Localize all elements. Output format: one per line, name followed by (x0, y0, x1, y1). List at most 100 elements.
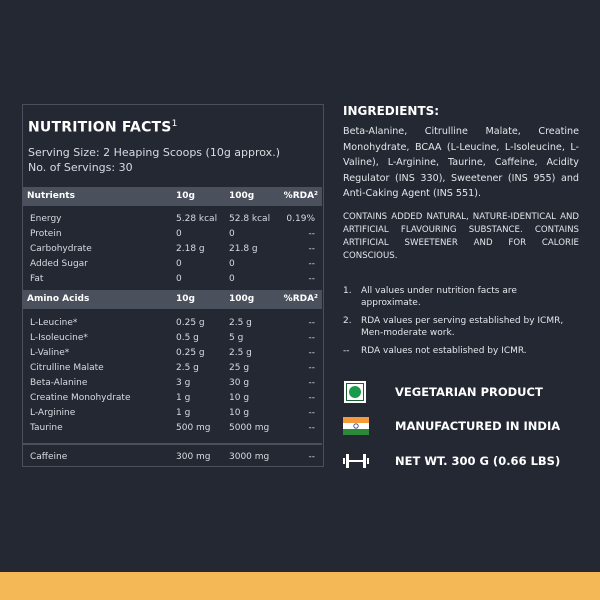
cell: 0.25 g (176, 318, 205, 328)
amino-header: Amino Acids 10g 100g %RDA² (23, 290, 322, 309)
cell: Carbohydrate (30, 244, 92, 254)
table-row: Creatine Monohydrate 1 g 10 g -- (26, 390, 319, 405)
cell: 10g (176, 294, 195, 304)
cell: -- (308, 318, 316, 328)
cell: 300 mg (176, 452, 211, 462)
cell: 0.25 g (176, 348, 205, 358)
cell: 10g (176, 191, 195, 201)
cell: 0 (229, 229, 235, 239)
cell: 3 g (176, 378, 191, 388)
cell: 5 g (229, 333, 244, 343)
cell: 10 g (229, 393, 250, 403)
feature-vegetarian: VEGETARIAN PRODUCT (343, 380, 543, 404)
cell: Protein (30, 229, 62, 239)
dumbbell-icon (343, 454, 369, 468)
cell: 100g (229, 294, 255, 304)
accent-bar (0, 572, 600, 600)
cell: 0 (176, 259, 182, 269)
cell: L-Leucine* (30, 318, 78, 328)
caffeine-table: Caffeine 300 mg 3000 mg -- (26, 446, 319, 466)
table-row: L-Leucine* 0.25 g 2.5 g -- (26, 315, 319, 330)
cell: 2.5 g (229, 348, 252, 358)
cell: Caffeine (30, 452, 68, 462)
nutrients-header: Nutrients 10g 100g %RDA² (23, 187, 322, 206)
cell: L-Isoleucine* (30, 333, 88, 343)
cell: Added Sugar (30, 259, 88, 269)
table-row: Taurine 500 mg 5000 mg -- (26, 420, 319, 435)
nutrition-facts-panel: NUTRITION FACTS1 Serving Size: 2 Heaping… (22, 104, 324, 467)
table-row: L-Isoleucine* 0.5 g 5 g -- (26, 330, 319, 345)
cell: 1 g (176, 393, 191, 403)
cell: -- (308, 274, 316, 284)
table-row: Beta-Alanine 3 g 30 g -- (26, 375, 319, 390)
table-row: Citrulline Malate 2.5 g 25 g -- (26, 360, 319, 375)
nutrients-table: Energy 5.28 kcal 52.8 kcal 0.19% Protein 0 0 --… (26, 206, 319, 289)
ingredients-heading: INGREDIENTS: (343, 104, 440, 118)
cell: Citrulline Malate (30, 363, 104, 373)
cell: -- (308, 452, 316, 462)
cell: 1 g (176, 408, 191, 418)
cell: 25 g (229, 363, 250, 373)
cell: L-Arginine (30, 408, 76, 418)
cell: -- (308, 333, 316, 343)
footnote: -- RDA values not established by ICMR. (343, 346, 527, 356)
cell: -- (308, 348, 316, 358)
cell: -- (308, 408, 316, 418)
table-row: Added Sugar 0 0 -- (26, 256, 319, 271)
cell: -- (308, 378, 316, 388)
table-row: L-Arginine 1 g 10 g -- (26, 405, 319, 420)
cell: 0 (176, 229, 182, 239)
cell: 100g (229, 191, 255, 201)
cell: %RDA² (283, 294, 318, 304)
cell: Beta-Alanine (30, 378, 88, 388)
cell: Nutrients (27, 191, 75, 201)
cell: 2.5 g (229, 318, 252, 328)
feature-net-weight: NET WT. 300 G (0.66 LBS) (343, 449, 560, 473)
cell: -- (308, 393, 316, 403)
cell: Amino Acids (27, 294, 90, 304)
cell: 0 (229, 274, 235, 284)
cell: Energy (30, 214, 62, 224)
footnote: 1. All values under nutrition facts are a… (343, 286, 517, 308)
cell: 500 mg (176, 423, 211, 433)
cell: -- (308, 244, 316, 254)
cell: -- (308, 363, 316, 373)
cell: 0.19% (286, 214, 315, 224)
cell: 2.18 g (176, 244, 205, 254)
cell: 5000 mg (229, 423, 270, 433)
cell: 5.28 kcal (176, 214, 218, 224)
cell: 52.8 kcal (229, 214, 271, 224)
table-row: L-Valine* 0.25 g 2.5 g -- (26, 345, 319, 360)
divider (23, 443, 322, 445)
cell: 0 (229, 259, 235, 269)
cell: 21.8 g (229, 244, 258, 254)
footnotes: 1. All values under nutrition facts are a… (343, 285, 579, 363)
cell: 0.5 g (176, 333, 199, 343)
vegetarian-icon (344, 381, 366, 403)
cell: 2.5 g (176, 363, 199, 373)
cell: %RDA² (283, 191, 318, 201)
amino-table: L-Leucine* 0.25 g 2.5 g -- L-Isoleucine* 0.5 … (26, 309, 319, 443)
cell: Creatine Monohydrate (30, 393, 131, 403)
cell: L-Valine* (30, 348, 70, 358)
table-row: Carbohydrate 2.18 g 21.8 g -- (26, 241, 319, 256)
cell: -- (308, 229, 316, 239)
ingredients-text: Beta-Alanine, Citrulline Malate, Creatin… (343, 126, 579, 199)
footnote: 2. RDA values per serving established by … (343, 316, 564, 338)
cell: 3000 mg (229, 452, 270, 462)
table-row: Energy 5.28 kcal 52.8 kcal 0.19% (26, 211, 319, 226)
cell: 30 g (229, 378, 250, 388)
india-flag-icon (343, 417, 369, 435)
feature-india: MANUFACTURED IN INDIA (343, 414, 560, 438)
warning-text: CONTAINS ADDED NATURAL, NATURE-IDENTICAL… (343, 212, 579, 261)
cell: -- (308, 259, 316, 269)
cell: 10 g (229, 408, 250, 418)
cell: -- (308, 423, 316, 433)
serving-info: Serving Size: 2 Heaping Scoops (10g appr… (28, 146, 280, 174)
cell: Taurine (30, 423, 63, 433)
cell: 0 (176, 274, 182, 284)
cell: Fat (30, 274, 44, 284)
nutrition-title: NUTRITION FACTS1 (28, 119, 178, 136)
table-row: Caffeine 300 mg 3000 mg -- (26, 449, 319, 464)
table-row: Protein 0 0 -- (26, 226, 319, 241)
